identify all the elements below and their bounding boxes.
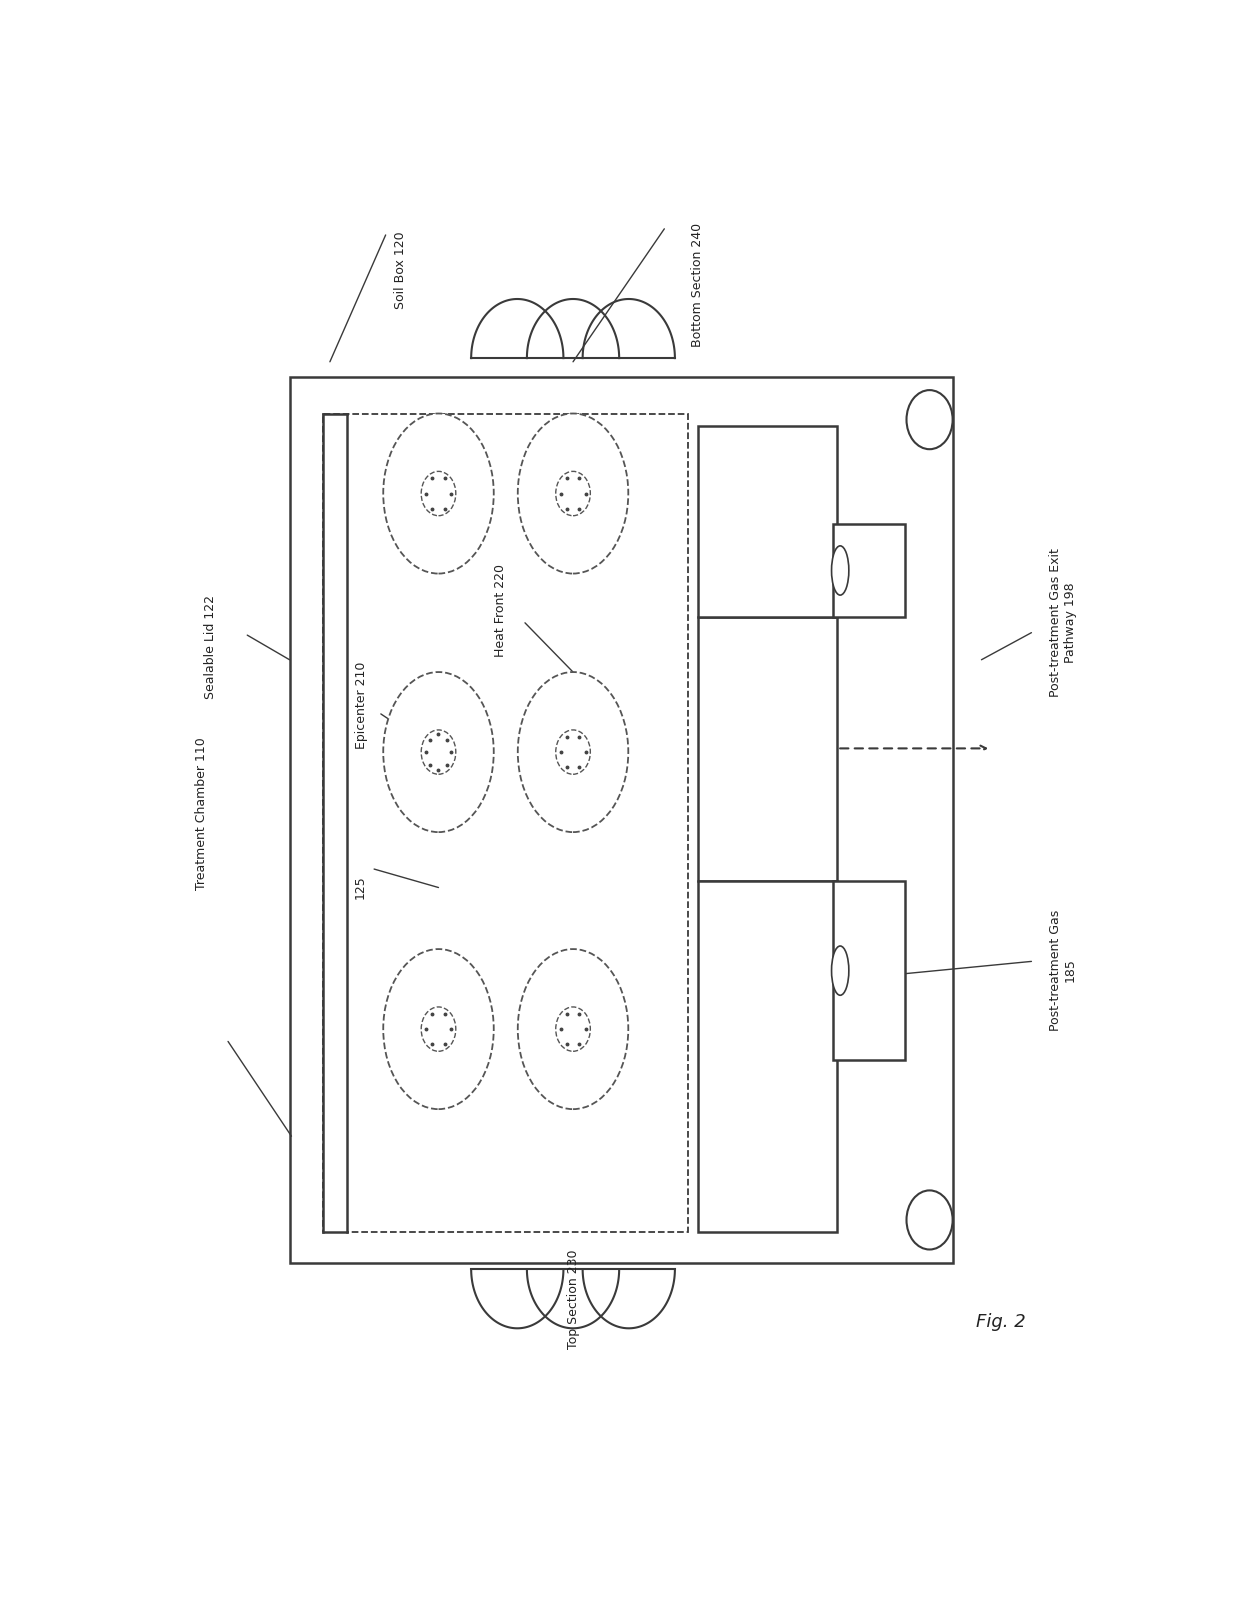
Text: Post-treatment Gas
185: Post-treatment Gas 185: [1049, 910, 1078, 1031]
Circle shape: [556, 472, 590, 516]
Text: Heat Front 220: Heat Front 220: [495, 564, 507, 657]
Text: Soil Box 120: Soil Box 120: [393, 232, 407, 309]
Bar: [290, 376, 952, 1263]
Bar: [832, 881, 905, 1060]
Ellipse shape: [383, 950, 494, 1110]
Text: Epicenter 210: Epicenter 210: [355, 662, 368, 748]
Ellipse shape: [383, 672, 494, 831]
Circle shape: [906, 1190, 952, 1249]
Circle shape: [906, 390, 952, 449]
Ellipse shape: [518, 672, 629, 831]
Bar: [324, 414, 347, 1233]
Circle shape: [556, 729, 590, 774]
Circle shape: [422, 1007, 456, 1051]
Bar: [324, 414, 688, 1233]
Text: Top Section 230: Top Section 230: [567, 1250, 579, 1350]
Ellipse shape: [518, 950, 629, 1110]
Circle shape: [422, 729, 456, 774]
Bar: [708, 870, 770, 1060]
Ellipse shape: [383, 414, 494, 574]
Text: Contaminated Soil
125: Contaminated Soil 125: [336, 830, 367, 945]
Circle shape: [556, 1007, 590, 1051]
Ellipse shape: [832, 545, 849, 595]
Bar: [708, 451, 770, 628]
Text: Treatment Chamber 110: Treatment Chamber 110: [195, 737, 207, 891]
Bar: [698, 425, 837, 617]
Ellipse shape: [832, 947, 849, 995]
Circle shape: [422, 472, 456, 516]
Bar: [698, 617, 837, 881]
Text: Sealable Lid 122: Sealable Lid 122: [205, 595, 217, 699]
Text: Post-treatment Gas Exit
Pathway 198: Post-treatment Gas Exit Pathway 198: [1049, 548, 1078, 697]
Bar: [832, 524, 905, 617]
Bar: [698, 881, 837, 1233]
Text: Bottom Section 240: Bottom Section 240: [692, 222, 704, 347]
Ellipse shape: [518, 414, 629, 574]
Text: Fig. 2: Fig. 2: [976, 1313, 1025, 1330]
